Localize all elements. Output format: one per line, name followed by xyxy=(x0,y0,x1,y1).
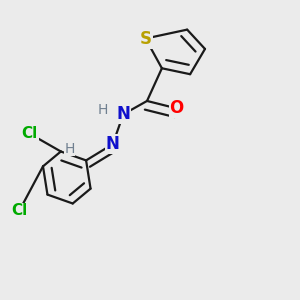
Text: H: H xyxy=(98,103,108,117)
Text: N: N xyxy=(106,135,120,153)
Text: H: H xyxy=(64,142,75,155)
Text: S: S xyxy=(140,29,152,47)
Text: N: N xyxy=(116,105,130,123)
Text: Cl: Cl xyxy=(22,126,38,141)
Text: O: O xyxy=(169,99,184,117)
Text: Cl: Cl xyxy=(11,203,27,218)
